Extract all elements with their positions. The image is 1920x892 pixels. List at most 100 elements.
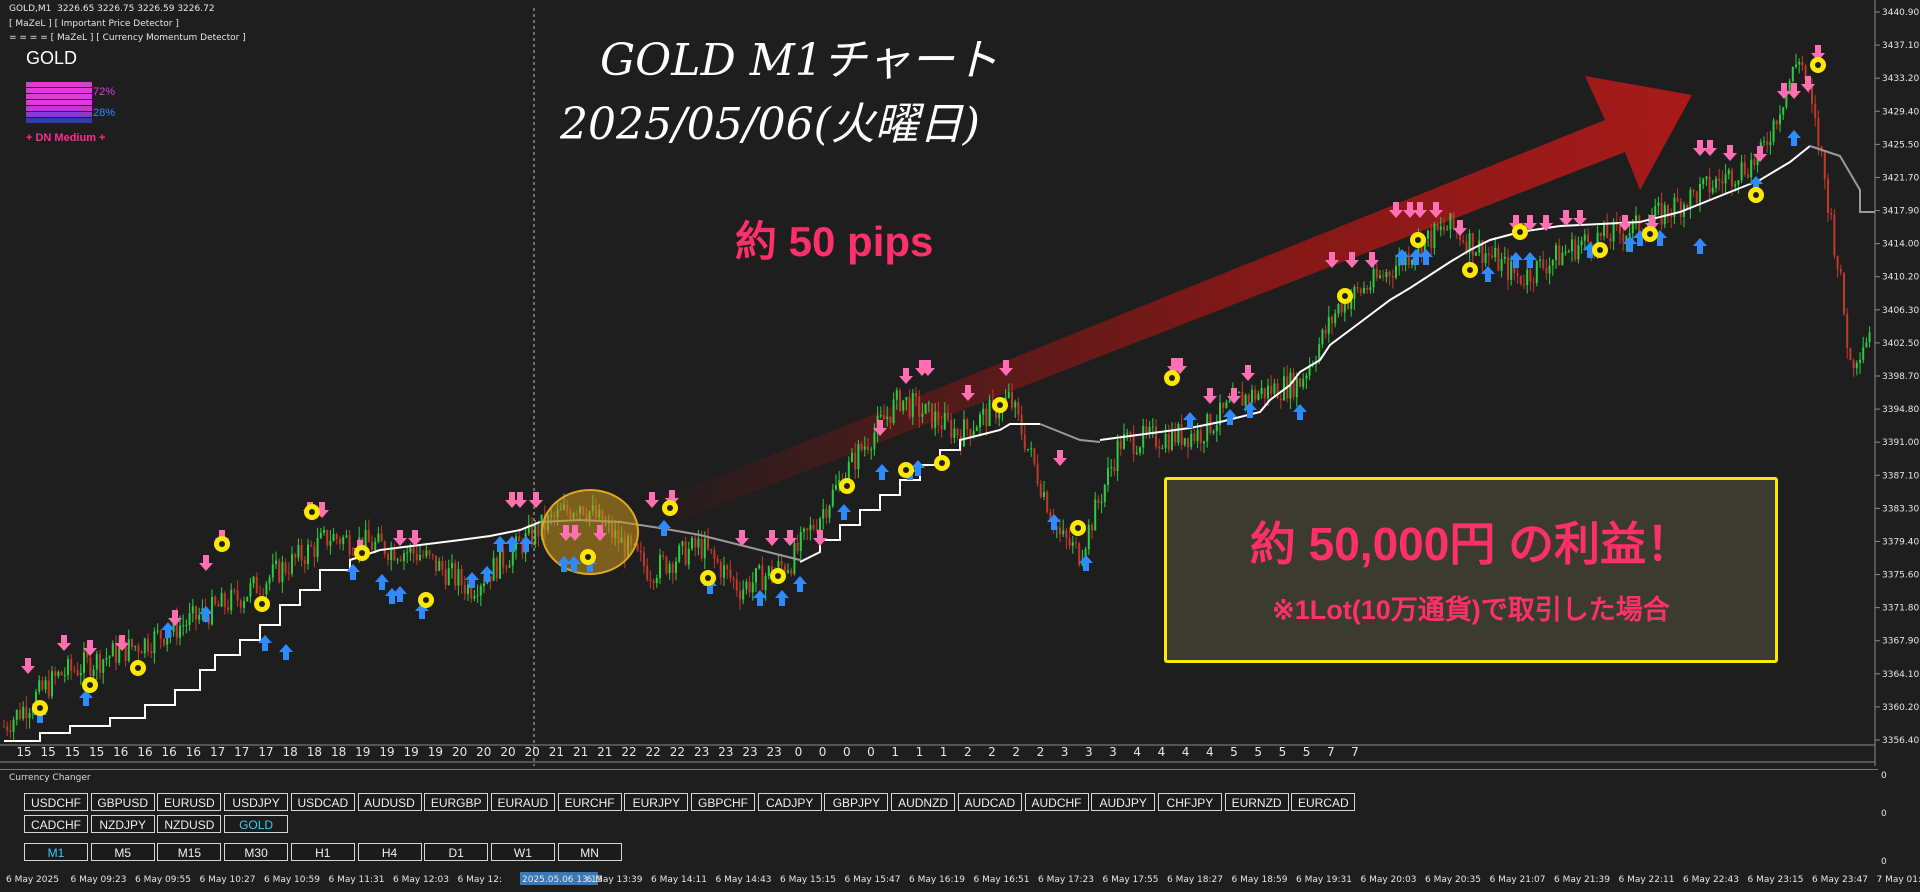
candle-body bbox=[902, 400, 905, 411]
symbol-button-chfjpy[interactable]: CHFJPY bbox=[1157, 793, 1222, 811]
symbol-button-usdchf[interactable]: USDCHF bbox=[24, 793, 88, 811]
sell-signal-arrow bbox=[1559, 210, 1573, 226]
candle-body bbox=[726, 565, 729, 570]
candle-body bbox=[1369, 287, 1372, 290]
candle-body bbox=[243, 601, 245, 608]
candle-body bbox=[1036, 463, 1039, 484]
candle-body bbox=[1535, 260, 1538, 283]
symbol-button-audchf[interactable]: AUDCHF bbox=[1024, 793, 1089, 811]
candle-body bbox=[1507, 256, 1509, 280]
buy-signal-arrow bbox=[493, 536, 507, 552]
candle-body bbox=[732, 577, 735, 580]
candle-body bbox=[655, 578, 658, 583]
symbol-button-eurcad[interactable]: EURCAD bbox=[1291, 793, 1356, 811]
symbol-button-euraud[interactable]: EURAUD bbox=[490, 793, 555, 811]
symbol-button-gbpusd[interactable]: GBPUSD bbox=[90, 793, 155, 811]
candle-body bbox=[1305, 375, 1308, 379]
candle-body bbox=[1135, 452, 1138, 454]
buy-signal-arrow bbox=[1749, 176, 1763, 192]
highlight-ellipse bbox=[541, 489, 639, 575]
symbol-button-audcad[interactable]: AUDCAD bbox=[957, 793, 1022, 811]
candle-body bbox=[649, 579, 652, 582]
price-axis-label: 3379.40 bbox=[1882, 537, 1919, 547]
hour-axis-label: 0 bbox=[819, 745, 827, 759]
hour-axis-label: 1 bbox=[940, 745, 948, 759]
candle-body bbox=[134, 646, 137, 648]
candle-body bbox=[1715, 178, 1717, 188]
signal-marker-center bbox=[1753, 192, 1759, 198]
candle-body bbox=[815, 528, 818, 531]
symbol-button-usdjpy[interactable]: USDJPY bbox=[224, 793, 289, 811]
candle-body bbox=[6, 726, 9, 731]
candle-body bbox=[1273, 383, 1276, 394]
candle-body bbox=[1663, 205, 1666, 225]
timeframe-button-d1[interactable]: D1 bbox=[424, 843, 489, 861]
timeframe-button-mn[interactable]: MN bbox=[557, 843, 622, 861]
candle-body bbox=[1801, 61, 1804, 66]
symbol-button-eurgbp[interactable]: EURGBP bbox=[424, 793, 489, 811]
price-chart-panel[interactable]: 3440.90 3437.10 3433.20 3429.40 3425.50 3421.… bbox=[0, 0, 1920, 766]
timeframe-button-w1[interactable]: W1 bbox=[490, 843, 555, 861]
timeframe-button-h1[interactable]: H1 bbox=[290, 843, 355, 861]
candle-body bbox=[1119, 440, 1122, 449]
symbol-button-eurnzd[interactable]: EURNZD bbox=[1224, 793, 1289, 811]
candle-body bbox=[44, 680, 47, 690]
signal-marker-center bbox=[1075, 525, 1081, 531]
timeframe-button-m30[interactable]: M30 bbox=[224, 843, 289, 861]
symbol-button-nzdjpy[interactable]: NZDJPY bbox=[90, 815, 155, 833]
timeframe-button-m1[interactable]: M1 bbox=[24, 843, 88, 861]
candle-body bbox=[819, 518, 821, 531]
symbol-button-cadjpy[interactable]: CADJPY bbox=[757, 793, 822, 811]
candle-body bbox=[937, 411, 940, 426]
candle-body bbox=[188, 613, 191, 625]
candle-body bbox=[1468, 233, 1471, 253]
candle-body bbox=[230, 589, 233, 611]
candle-body bbox=[1695, 191, 1698, 203]
symbol-button-cadchf[interactable]: CADCHF bbox=[24, 815, 88, 833]
sell-signal-arrow bbox=[1753, 146, 1767, 162]
candle-body bbox=[463, 584, 466, 594]
symbol-button-audusd[interactable]: AUDUSD bbox=[357, 793, 422, 811]
time-axis-label: 6 May 2025 bbox=[6, 875, 59, 885]
chart-canvas[interactable]: 3440.90 3437.10 3433.20 3429.40 3425.50 3421.… bbox=[0, 0, 1920, 766]
candle-body bbox=[857, 444, 860, 470]
candle-body bbox=[1174, 428, 1177, 443]
timeframe-button-m5[interactable]: M5 bbox=[90, 843, 155, 861]
currency-changer-title: Currency Changer bbox=[9, 773, 91, 783]
symbol-button-gbpchf[interactable]: GBPCHF bbox=[691, 793, 755, 811]
candle-body bbox=[1583, 234, 1586, 241]
symbol-button-nzdusd[interactable]: NZDUSD bbox=[157, 815, 222, 833]
symbol-button-audjpy[interactable]: AUDJPY bbox=[1091, 793, 1156, 811]
candle-body bbox=[473, 595, 476, 599]
hour-axis-label: 21 bbox=[573, 745, 588, 759]
sell-signal-arrow bbox=[1453, 220, 1467, 236]
symbol-button-gbpjpy[interactable]: GBPJPY bbox=[824, 793, 889, 811]
symbol-button-gold[interactable]: GOLD bbox=[224, 815, 289, 833]
candle-body bbox=[1785, 90, 1788, 108]
candle-body bbox=[25, 706, 28, 718]
sub-scale-top: 0 bbox=[1881, 771, 1887, 781]
price-axis-label: 3410.20 bbox=[1882, 273, 1919, 283]
symbol-button-eurjpy[interactable]: EURJPY bbox=[624, 793, 689, 811]
symbol-button-audnzd[interactable]: AUDNZD bbox=[891, 793, 956, 811]
candle-body bbox=[182, 625, 185, 627]
hour-axis-label: 22 bbox=[646, 745, 661, 759]
candle-body bbox=[1059, 527, 1061, 535]
hour-axis-label: 21 bbox=[549, 745, 564, 759]
timeframe-button-m15[interactable]: M15 bbox=[157, 843, 222, 861]
symbol-button-usdcad[interactable]: USDCAD bbox=[290, 793, 355, 811]
candle-body bbox=[1756, 154, 1759, 165]
symbol-button-eurusd[interactable]: EURUSD bbox=[157, 793, 222, 811]
timeframe-button-h4[interactable]: H4 bbox=[357, 843, 422, 861]
hour-axis-label: 1 bbox=[891, 745, 899, 759]
candle-body bbox=[1180, 424, 1183, 445]
candle-body bbox=[953, 428, 956, 438]
buy-signal-arrow bbox=[657, 520, 671, 536]
candle-body bbox=[342, 537, 345, 544]
candle-body bbox=[812, 524, 815, 529]
buy-signal-arrow bbox=[775, 590, 789, 606]
symbol-button-eurchf[interactable]: EURCHF bbox=[557, 793, 622, 811]
price-axis-label: 3437.10 bbox=[1882, 41, 1919, 51]
candle-body bbox=[988, 399, 991, 426]
ohlc-values: 3226.65 3226.75 3226.59 3226.72 bbox=[57, 4, 215, 14]
